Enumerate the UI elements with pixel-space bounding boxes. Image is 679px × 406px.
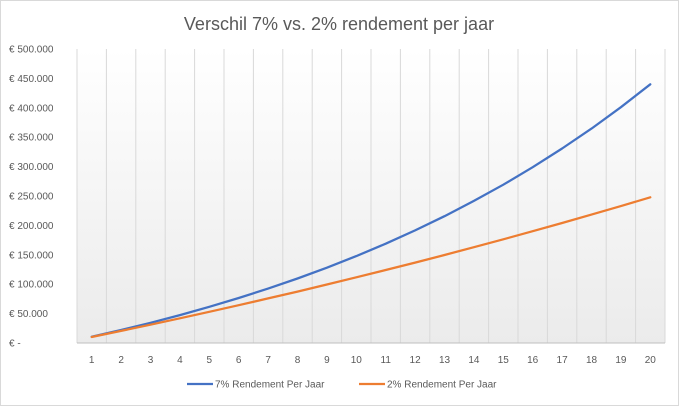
series-line-1 bbox=[90, 83, 652, 338]
y-tick-label: € 350.000 bbox=[9, 133, 54, 144]
legend-label: 7% Rendement Per Jaar bbox=[215, 380, 325, 391]
x-axis: 1 2 3 4 5 6 7 8 9 10 11 12 13 14 15 16 17 18 19 20 bbox=[77, 342, 665, 366]
y-tick-label: € 450.000 bbox=[9, 74, 54, 85]
x-tick-label: 3 bbox=[148, 355, 154, 366]
x-tick-label: 10 bbox=[351, 355, 363, 366]
x-tick-label: 2 bbox=[118, 355, 124, 366]
x-tick-label: 5 bbox=[207, 355, 213, 366]
y-tick-label: € 300.000 bbox=[9, 162, 54, 173]
x-tick-label: 6 bbox=[236, 355, 242, 366]
x-tick-label: 17 bbox=[557, 355, 569, 366]
gridlines bbox=[76, 49, 666, 343]
y-tick-label: € 400.000 bbox=[9, 103, 54, 114]
x-tick-label: 18 bbox=[586, 355, 598, 366]
y-tick-label: € 500.000 bbox=[9, 45, 54, 56]
x-tick-label: 1 bbox=[89, 355, 95, 366]
x-tick-label: 4 bbox=[177, 355, 183, 366]
y-tick-label: € 200.000 bbox=[9, 221, 54, 232]
x-tick-label: 9 bbox=[324, 355, 330, 366]
series-lines bbox=[90, 83, 652, 339]
y-tick-label: € - bbox=[9, 339, 21, 350]
x-tick-label: 16 bbox=[527, 355, 539, 366]
legend: 7% Rendement Per Jaar 2% Rendement Per Ja… bbox=[187, 380, 497, 391]
x-tick-label: 15 bbox=[498, 355, 510, 366]
x-tick-label: 14 bbox=[468, 355, 480, 366]
y-axis: € - € 50.000 € 100.000 € 150.000 € 200.000 € … bbox=[9, 45, 54, 350]
y-tick-label: € 50.000 bbox=[9, 309, 48, 320]
y-tick-label: € 150.000 bbox=[9, 250, 54, 261]
legend-label: 2% Rendement Per Jaar bbox=[387, 380, 497, 391]
x-tick-label: 20 bbox=[645, 355, 657, 366]
y-tick-label: € 250.000 bbox=[9, 192, 54, 203]
x-tick-label: 12 bbox=[410, 355, 422, 366]
x-tick-label: 11 bbox=[381, 355, 392, 366]
y-tick-label: € 100.000 bbox=[9, 280, 54, 291]
x-tick-label: 8 bbox=[295, 355, 301, 366]
x-tick-label: 13 bbox=[439, 355, 451, 366]
series-line-2 bbox=[90, 196, 652, 339]
chart-title: Verschil 7% vs. 2% rendement per jaar bbox=[184, 14, 494, 34]
x-tick-label: 7 bbox=[265, 355, 271, 366]
x-tick-label: 19 bbox=[615, 355, 627, 366]
